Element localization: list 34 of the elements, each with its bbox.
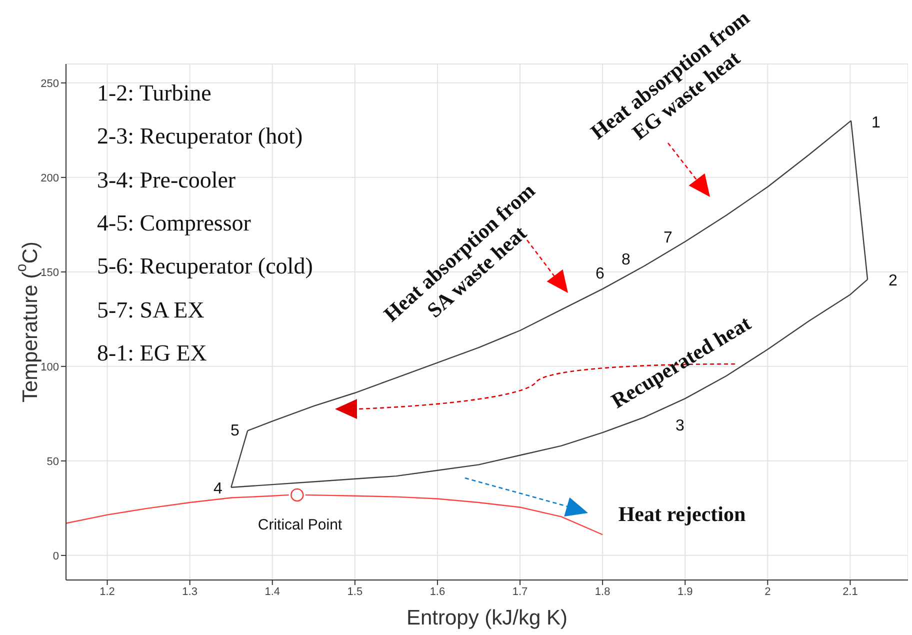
x-tick-label: 1.9 xyxy=(677,586,693,598)
annotation: 8-1: EG EX xyxy=(97,340,208,366)
annotation: 5-6: Recuperator (cold) xyxy=(97,254,313,278)
x-tick-label: 2 xyxy=(764,586,771,598)
annotation: 3 xyxy=(676,418,685,434)
annotation: 2-3: Recuperator (hot) xyxy=(97,124,303,148)
y-tick-label: 0 xyxy=(52,550,59,562)
x-tick-label: 1.3 xyxy=(182,586,198,598)
y-tick-label: 100 xyxy=(40,361,59,374)
annotation: 5-7: SA EX xyxy=(97,298,205,322)
annotation: 7 xyxy=(664,230,673,246)
annotation: Critical Point xyxy=(258,516,343,534)
annotation: 4-5: Compressor xyxy=(97,210,252,236)
x-tick-label: 2.1 xyxy=(842,586,858,598)
annotation: 3-4: Pre-cooler xyxy=(97,168,236,192)
annotation: 2 xyxy=(888,272,898,290)
x-axis-title: Entropy (kJ/kg K) xyxy=(406,606,568,630)
annotation: 6 xyxy=(596,266,605,282)
x-tick-label: 1.8 xyxy=(594,586,610,598)
y-tick-label: 50 xyxy=(46,456,59,468)
y-tick-label: 250 xyxy=(40,78,59,90)
x-tick-label: 1.2 xyxy=(100,586,115,598)
annotation: 1 xyxy=(872,114,881,132)
annotation: 5 xyxy=(230,422,240,440)
annotation: 1-2: Turbine xyxy=(97,80,212,106)
x-tick-label: 1.4 xyxy=(264,586,280,598)
x-tick-label: 1.7 xyxy=(512,586,528,598)
y-tick-label: 200 xyxy=(40,172,59,184)
x-tick-label: 1.5 xyxy=(347,586,363,598)
annotation: Heat rejection xyxy=(618,502,746,526)
x-tick-label: 1.6 xyxy=(430,586,446,598)
annotation: 4 xyxy=(214,480,223,498)
annotation: 8 xyxy=(622,252,631,268)
y-tick-label: 150 xyxy=(40,266,59,279)
